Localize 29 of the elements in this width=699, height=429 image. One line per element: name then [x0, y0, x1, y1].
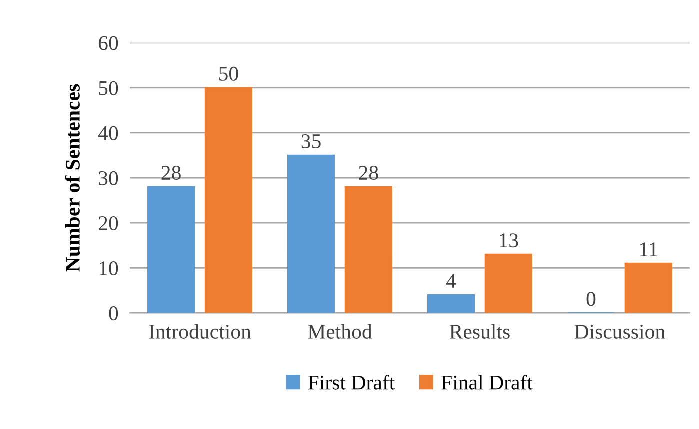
- y-tick-label: 60: [98, 36, 118, 50]
- y-tick-label: 30: [99, 171, 118, 186]
- data-label: 28: [359, 166, 378, 180]
- data-label: 28: [162, 166, 181, 180]
- legend-label: First Draft: [308, 374, 396, 390]
- bar: [484, 254, 532, 314]
- x-tick-label: Introduction: [149, 324, 252, 339]
- data-label: 0: [586, 292, 596, 306]
- y-tick-label: 50: [99, 81, 118, 96]
- y-tick-label: 0: [109, 306, 118, 321]
- bar: [624, 262, 672, 314]
- bar: [427, 294, 476, 314]
- legend-label: Final Draft: [442, 374, 533, 390]
- y-tick-label: 10: [100, 262, 118, 276]
- data-label: 35: [302, 134, 321, 149]
- data-label: 13: [500, 234, 518, 248]
- y-tick-label: 40: [98, 126, 118, 140]
- x-tick-label: Method: [308, 324, 372, 339]
- data-label: 50: [219, 66, 238, 81]
- data-label: 11: [640, 242, 658, 256]
- bar: [204, 87, 252, 314]
- bar: [148, 186, 196, 314]
- bar: [287, 154, 336, 314]
- data-label: 4: [446, 274, 456, 288]
- bar: [344, 186, 392, 314]
- y-axis-title: Number of Sentences: [65, 84, 80, 272]
- x-tick-label: Discussion: [574, 324, 666, 339]
- y-tick-label: 20: [98, 216, 118, 231]
- x-tick-label: Results: [450, 324, 510, 339]
